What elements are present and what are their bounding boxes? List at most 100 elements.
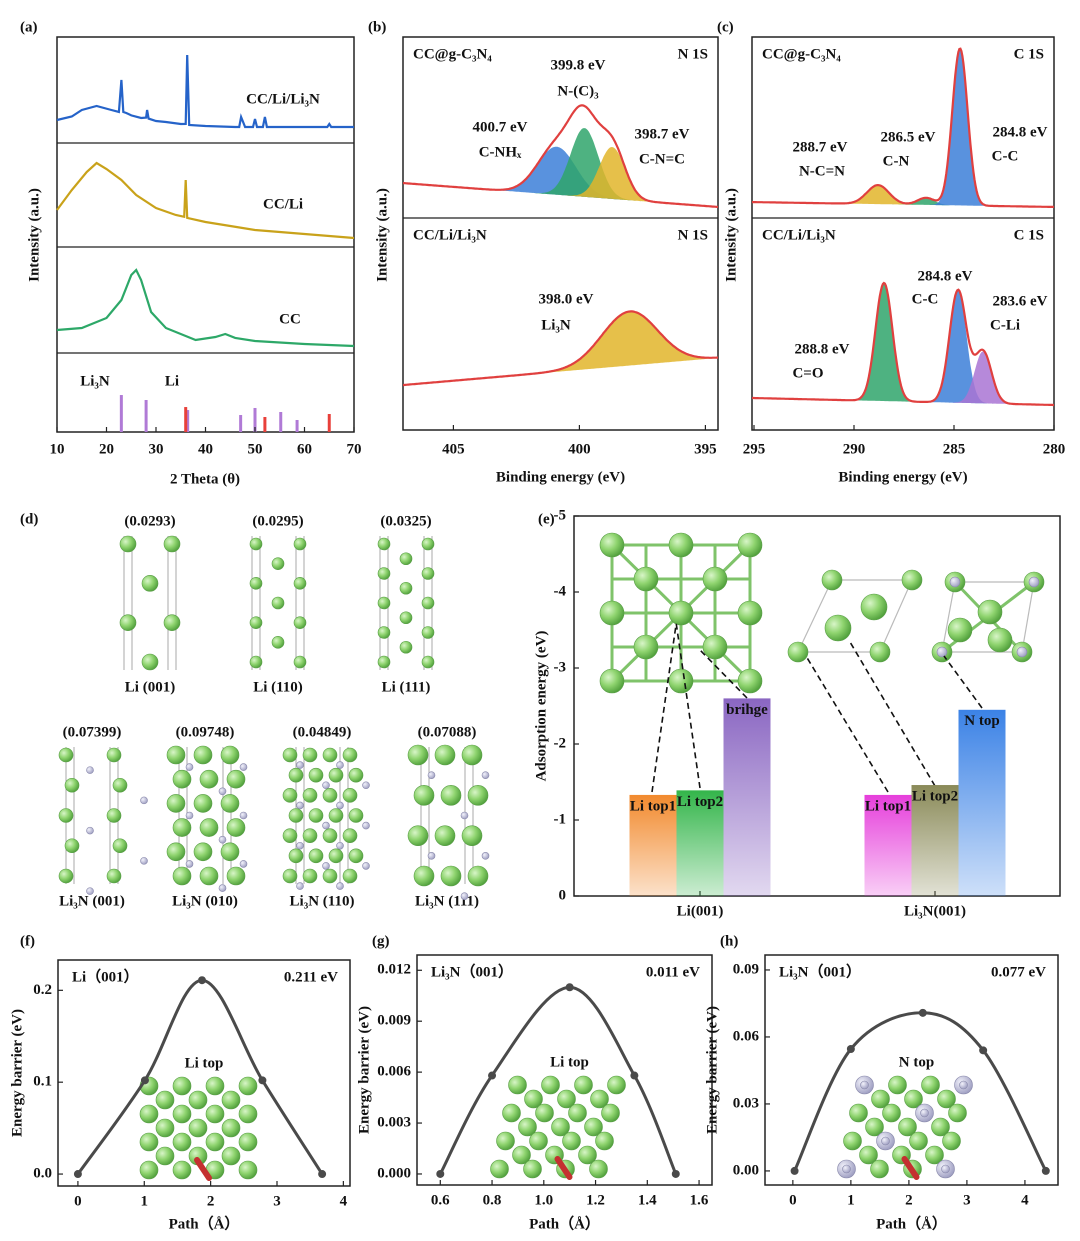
surface-energy: (0.09748) — [176, 724, 235, 740]
li-atom — [172, 866, 192, 886]
x-tick-label: 1 — [141, 1193, 149, 1209]
li-atom — [434, 744, 456, 766]
li-atom — [322, 747, 338, 763]
li-atom — [64, 838, 80, 854]
li-atom — [342, 828, 358, 843]
n-atom — [239, 763, 248, 771]
peak-species: C-NHₓ — [479, 144, 522, 160]
x-tick-label: 4 — [1021, 1192, 1029, 1208]
n-atom — [1028, 576, 1040, 588]
li-atom — [308, 848, 324, 864]
li-atom — [221, 1090, 241, 1110]
migration-arrow — [554, 1156, 573, 1180]
li-atom — [508, 1075, 527, 1095]
li-atom — [193, 745, 213, 765]
n-atom — [239, 860, 248, 868]
li-atom — [141, 575, 159, 592]
n-atom — [336, 841, 344, 850]
n-atom — [296, 761, 304, 769]
li-atom — [348, 848, 364, 864]
li-atom — [702, 566, 728, 592]
li-atom — [302, 788, 318, 803]
x-tick-label: 70 — [347, 441, 362, 457]
peak-label: 284.8 eV — [993, 124, 1048, 140]
n-atom — [881, 1136, 890, 1146]
n-atom — [362, 821, 370, 830]
inset-title: Li₃N（001） — [431, 962, 513, 980]
peak-label: 286.5 eV — [881, 129, 936, 145]
li-atom — [909, 1131, 928, 1151]
x-tick-label: 60 — [297, 441, 312, 457]
li-atom — [112, 777, 128, 793]
li-atom — [64, 777, 80, 793]
li-atom — [205, 1104, 225, 1124]
li-atom — [112, 838, 128, 854]
peak-species: N-(C)₃ — [557, 83, 599, 99]
li-atom — [590, 1089, 609, 1109]
li-atom — [931, 1117, 950, 1137]
li-atom — [668, 532, 694, 558]
fit-peak — [403, 311, 718, 386]
x-tick-label: Li₃N(001) — [904, 903, 966, 919]
bar — [958, 709, 1006, 896]
x-tick-label: 0.6 — [431, 1192, 450, 1208]
li-atom — [271, 557, 285, 570]
li-atom — [849, 1103, 868, 1123]
li-atom — [163, 614, 181, 631]
xrd-line — [56, 161, 355, 240]
surface-label: Li (110) — [253, 679, 303, 695]
n-atom — [86, 766, 94, 774]
li-atom — [668, 668, 694, 694]
y-tick-label: -4 — [554, 583, 567, 599]
n-atom — [336, 882, 344, 890]
li-atom — [249, 537, 263, 551]
point — [198, 976, 207, 985]
li-atom — [238, 1076, 258, 1096]
li-atom — [523, 1159, 542, 1179]
li-atom — [461, 825, 483, 846]
plot-frame — [402, 36, 719, 431]
n-atom — [185, 811, 194, 820]
x-axis-label: Binding energy (eV) — [496, 469, 625, 485]
li-atom — [188, 1090, 208, 1110]
site-label: Li top — [185, 1055, 224, 1071]
point — [565, 983, 574, 992]
panel-label: (a) — [20, 19, 38, 35]
li-atom — [947, 617, 973, 643]
li-atom — [293, 655, 307, 669]
li-atom — [870, 1159, 889, 1179]
migration-arrow — [194, 1157, 212, 1181]
li-atom — [293, 577, 307, 590]
inset-title: Li（001） — [72, 967, 139, 985]
bar-label: Li top1 — [865, 798, 911, 814]
li-atom — [888, 1075, 907, 1095]
peak-label: 283.6 eV — [993, 293, 1048, 309]
n-atom — [296, 801, 304, 810]
li-atom — [221, 1146, 241, 1166]
li-atom — [308, 808, 324, 823]
li-atom — [348, 767, 364, 783]
li-atom — [166, 745, 186, 765]
bar — [723, 698, 771, 896]
y-axis-label: Energy barrier (eV) — [704, 1006, 720, 1134]
x-tick-label: 50 — [248, 441, 263, 457]
li-atom — [925, 1145, 944, 1165]
li-atom — [737, 668, 763, 694]
li-atom — [574, 1075, 593, 1095]
peak-species: Li₃N — [541, 317, 571, 333]
li-atom — [942, 1131, 961, 1151]
li-atom — [139, 1160, 159, 1180]
li-atom — [904, 1089, 923, 1109]
li-atom — [139, 1104, 159, 1124]
barrier-annotation: 0.211 eV — [284, 969, 338, 985]
bar-label: Li top2 — [677, 794, 723, 810]
li-atom — [921, 1075, 940, 1095]
x-tick-label: 1.6 — [690, 1192, 709, 1208]
li-atom — [328, 808, 344, 823]
bar-label: N top — [964, 713, 999, 729]
li-atom — [599, 532, 625, 558]
surface-label: Li₃N (001) — [59, 893, 125, 909]
y-axis-label: Intensity (a.u.) — [723, 188, 739, 282]
li-atom — [328, 767, 344, 783]
y-tick-label: -1 — [554, 811, 567, 827]
